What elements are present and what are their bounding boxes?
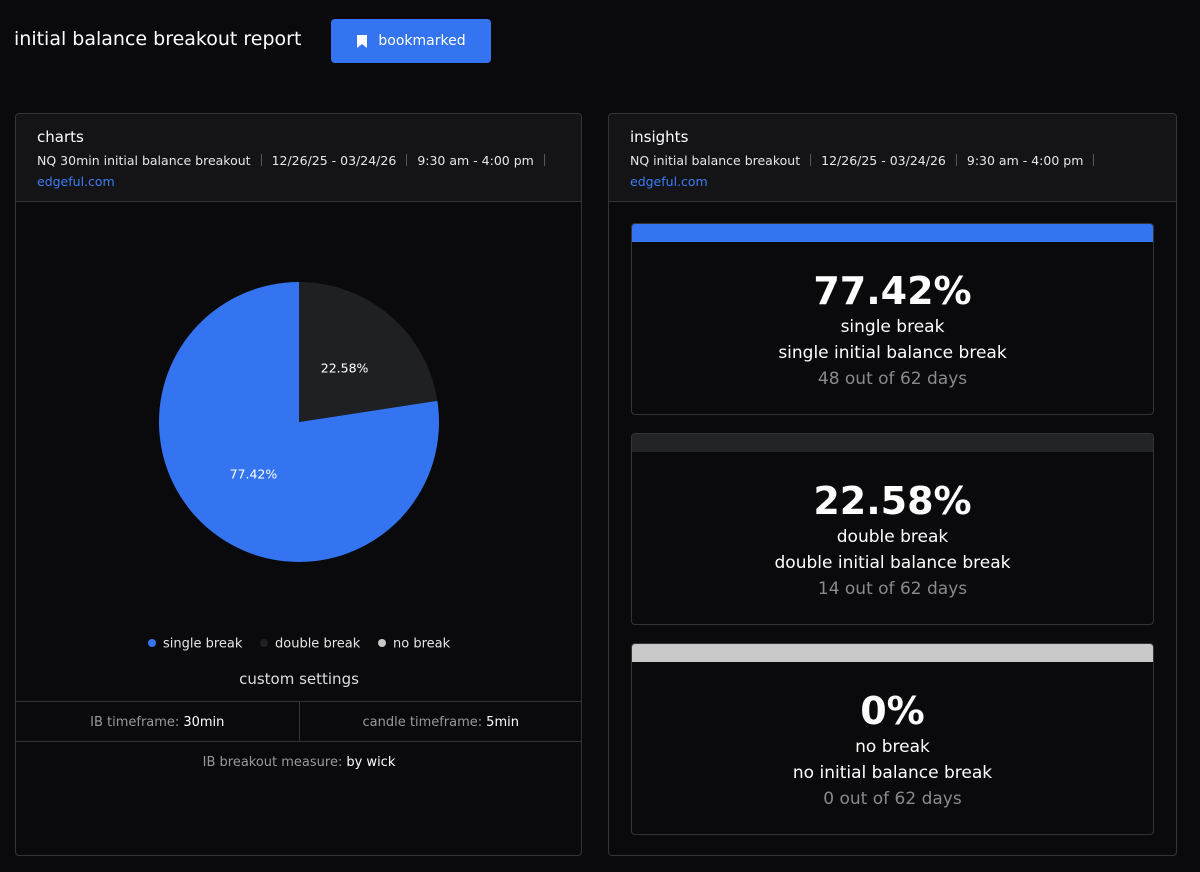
panel-title: charts	[37, 128, 84, 146]
card-percent: 0%	[860, 689, 925, 733]
legend-marker	[260, 639, 268, 647]
separator	[543, 154, 545, 166]
separator	[406, 154, 408, 166]
panel-meta: NQ initial balance breakout 12/26/25 - 03…	[630, 150, 1156, 192]
bookmark-button[interactable]: bookmarked	[331, 19, 491, 63]
setting: candle timeframe: 5min	[298, 702, 582, 742]
card-description: no initial balance break	[792, 763, 993, 783]
separator	[260, 154, 262, 166]
meta-item: 12/26/25 - 03/24/26	[271, 153, 397, 168]
card-days: 48 out of 62 days	[817, 369, 968, 389]
button-label: bookmarked	[378, 33, 466, 49]
card-name: double break	[836, 527, 949, 547]
insight-card: 77.42% single break single initial balance…	[631, 223, 1154, 415]
card-name: no break	[855, 737, 930, 757]
card-percent: 22.58%	[813, 479, 972, 523]
link: edgeful.com	[37, 174, 115, 189]
meta-item: NQ initial balance breakout	[630, 153, 801, 168]
settings-row: IB timeframe: 30min candle timeframe: 5min	[16, 701, 582, 742]
link: edgeful.com	[630, 174, 708, 189]
card-days: 14 out of 62 days	[817, 579, 968, 599]
insight-card: 0% no break no initial balance break 0 out …	[631, 643, 1154, 835]
card-description: single initial balance break	[778, 343, 1007, 363]
card-bar	[632, 224, 1153, 242]
insight-card: 22.58% double break double initial balance…	[631, 433, 1154, 625]
meta-item: 9:30 am - 4:00 pm	[966, 153, 1084, 168]
legend-label: double break	[275, 637, 361, 652]
card-name: single break	[840, 317, 945, 337]
slice-label: 77.42%	[230, 467, 278, 482]
card-percent: 77.42%	[813, 269, 972, 313]
setting-value: by wick	[346, 754, 396, 770]
charts-panel: charts NQ 30min initial balance breakout…	[15, 113, 582, 856]
settings-row: IB breakout measure: by wick	[16, 741, 581, 782]
panel-meta: NQ 30min initial balance breakout 12/26/2…	[37, 150, 561, 192]
card-bar	[632, 434, 1153, 452]
legend-label: no break	[393, 637, 451, 652]
setting: IB breakout measure: by wick	[16, 742, 581, 782]
panel-title: insights	[630, 128, 689, 146]
setting-value: 5min	[486, 714, 519, 730]
page-title: initial balance breakout report	[14, 28, 302, 50]
slice-label: 22.58%	[321, 360, 369, 375]
meta-item: NQ 30min initial balance breakout	[37, 153, 251, 168]
legend-marker	[148, 639, 156, 647]
separator	[1093, 154, 1095, 166]
panel-header: charts NQ 30min initial balance breakout…	[16, 114, 581, 202]
card-bar	[632, 644, 1153, 662]
separator	[955, 154, 957, 166]
setting-label: IB timeframe:	[90, 714, 180, 730]
pie-slice	[299, 282, 438, 422]
bookmark-icon	[357, 34, 368, 48]
pie-chart: 77.42% 22.58% single break double break no b…	[148, 282, 451, 652]
card-days: 0 out of 62 days	[823, 789, 962, 809]
meta-item: 12/26/25 - 03/24/26	[821, 153, 946, 168]
insights-panel: insights NQ initial balance breakout 12/2…	[608, 113, 1177, 856]
panel-header: insights NQ initial balance breakout 12/2…	[609, 114, 1176, 202]
setting-label: IB breakout measure:	[202, 754, 343, 770]
settings-title: custom settings	[239, 670, 359, 688]
setting-value: 30min	[183, 714, 225, 730]
meta-item: 9:30 am - 4:00 pm	[417, 153, 534, 168]
separator	[810, 154, 812, 166]
card-description: double initial balance break	[774, 553, 1011, 573]
setting-label: candle timeframe:	[362, 714, 483, 730]
legend-marker	[378, 639, 386, 647]
setting: IB timeframe: 30min	[16, 702, 299, 742]
legend-label: single break	[163, 637, 243, 652]
